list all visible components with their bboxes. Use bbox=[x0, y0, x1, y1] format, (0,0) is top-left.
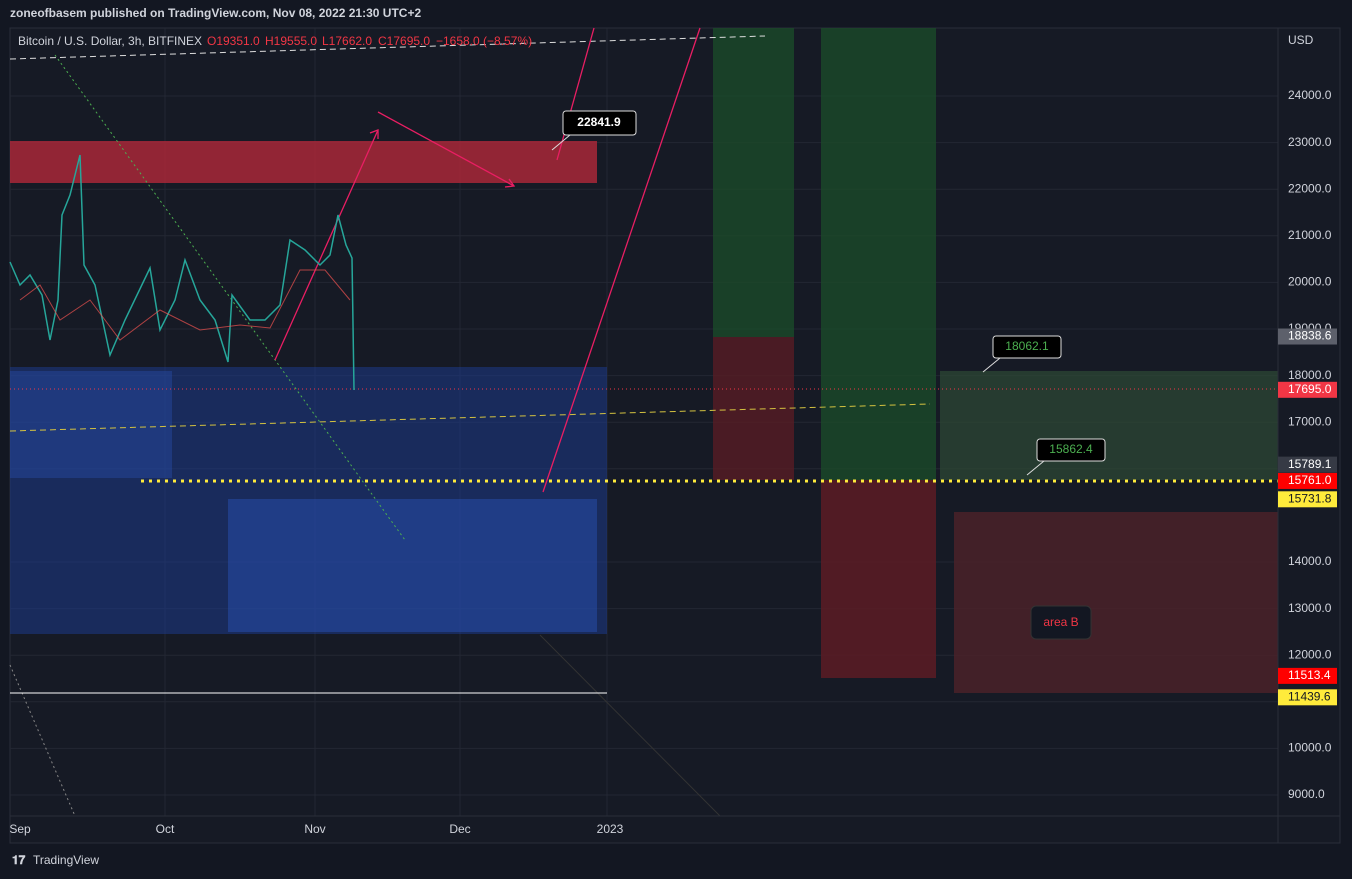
legend-high: H19555.0 bbox=[265, 34, 317, 48]
price-tick-label: 12000.0 bbox=[1288, 647, 1332, 661]
time-tick-label: Sep bbox=[9, 822, 31, 836]
callout-box bbox=[562, 110, 637, 136]
trend-line bbox=[9, 664, 76, 817]
target-zone bbox=[940, 371, 1278, 480]
callout-text: 22841.9 bbox=[577, 115, 621, 129]
price-tag-label: 15789.1 bbox=[1288, 457, 1332, 471]
price-tick-label: 17000.0 bbox=[1288, 414, 1332, 428]
price-tick-label: 10000.0 bbox=[1288, 741, 1332, 755]
legend-symbol: Bitcoin / U.S. Dollar, 3h, BITFINEX bbox=[18, 34, 202, 48]
support-zone-lower bbox=[228, 499, 597, 632]
trend-line bbox=[9, 35, 766, 60]
header-title: zoneofbasem published on TradingView.com… bbox=[10, 6, 421, 20]
resistance-zone bbox=[10, 141, 597, 183]
price-path bbox=[9, 154, 355, 391]
footer-logo: 𝟏𝟕 bbox=[12, 853, 26, 867]
long-stop-2 bbox=[821, 480, 936, 678]
callout-box bbox=[992, 335, 1062, 359]
footer-brand: TradingView bbox=[33, 853, 99, 867]
currency: USD bbox=[1288, 33, 1314, 47]
price-tick-label: 23000.0 bbox=[1288, 135, 1332, 149]
time-tick-label: Oct bbox=[156, 822, 175, 836]
callout-pointer bbox=[1026, 460, 1045, 476]
price-tag bbox=[1278, 472, 1337, 489]
area-b-zone bbox=[954, 512, 1278, 693]
trend-line bbox=[539, 634, 721, 817]
price-tick-label: 20000.0 bbox=[1288, 275, 1332, 289]
arrows bbox=[274, 27, 701, 493]
price-tag bbox=[1278, 689, 1337, 706]
price-tick-label: 14000.0 bbox=[1288, 554, 1332, 568]
time-tick-label: Dec bbox=[449, 822, 470, 836]
long-target-2 bbox=[821, 28, 936, 480]
callout-pointer bbox=[551, 134, 571, 151]
price-tag-label: 15761.0 bbox=[1288, 473, 1332, 487]
legend-open: O19351.0 bbox=[207, 34, 260, 48]
long-target bbox=[713, 28, 794, 337]
price-path-shadow bbox=[19, 269, 351, 341]
price-tick-label: 24000.0 bbox=[1288, 88, 1332, 102]
trend-line bbox=[9, 403, 931, 432]
time-tick-label: Nov bbox=[304, 822, 325, 836]
axis-labels: 24000.023000.022000.021000.020000.019000… bbox=[9, 88, 1337, 836]
callout-text: 15862.4 bbox=[1049, 442, 1093, 456]
price-tick-label: 9000.0 bbox=[1288, 787, 1325, 801]
price-tag-label: 11439.6 bbox=[1288, 689, 1331, 703]
area-label: area B bbox=[1043, 615, 1078, 629]
price-tag-label: 17695.0 bbox=[1288, 382, 1332, 396]
price-tick-label: 21000.0 bbox=[1288, 228, 1332, 242]
callout-box bbox=[1036, 438, 1106, 462]
legend-change: −1658.0 (−8.57%) bbox=[436, 34, 532, 48]
callout-text: 18062.1 bbox=[1005, 339, 1049, 353]
price-tag bbox=[1278, 328, 1337, 345]
price-tick-label: 13000.0 bbox=[1288, 601, 1332, 615]
price-tag-label: 15731.8 bbox=[1288, 491, 1332, 505]
time-tick-label: 2023 bbox=[597, 822, 624, 836]
price-tag bbox=[1278, 456, 1337, 473]
price-tag bbox=[1278, 667, 1337, 684]
legend-low: L17662.0 bbox=[322, 34, 372, 48]
price-tick-label: 22000.0 bbox=[1288, 181, 1332, 195]
price-tag bbox=[1278, 381, 1337, 398]
callout-pointer bbox=[982, 357, 1001, 373]
support-zone-inner bbox=[10, 371, 172, 478]
price-tick-label: 18000.0 bbox=[1288, 368, 1332, 382]
price-tag-label: 11513.4 bbox=[1288, 668, 1331, 682]
legend-close: C17695.0 bbox=[378, 34, 430, 48]
price-tag bbox=[1278, 491, 1337, 508]
area-label-box bbox=[1030, 605, 1092, 640]
price-tag-label: 18838.6 bbox=[1288, 329, 1332, 343]
